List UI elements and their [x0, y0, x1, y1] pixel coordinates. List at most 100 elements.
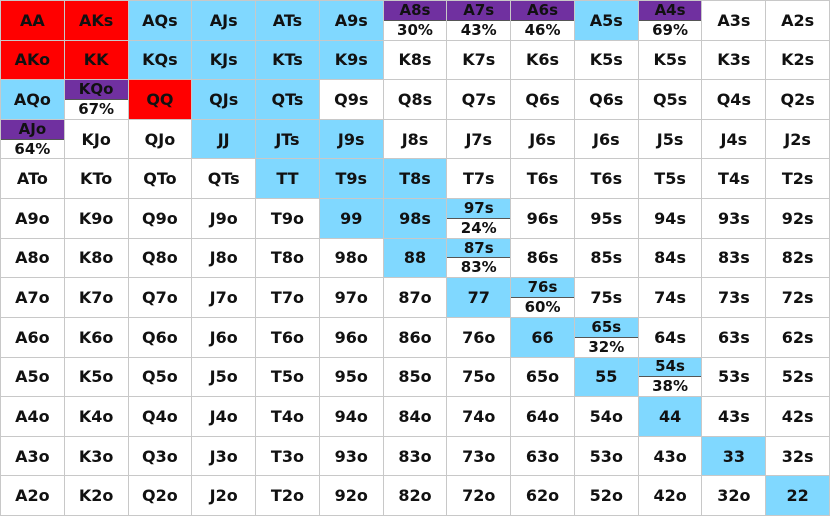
hand-cell: 74s	[637, 277, 702, 317]
hand-cell: 73s	[701, 277, 766, 317]
hand-label: ATs	[272, 10, 303, 30]
hand-label: 72s	[781, 288, 814, 308]
hand-cell: A7o	[0, 277, 64, 317]
hand-label: Q4o	[142, 406, 178, 426]
hand-label: 54o	[589, 406, 623, 426]
hand-label: K8o	[78, 248, 114, 268]
hand-cell: J5s	[637, 118, 702, 159]
hand-label: 84s	[654, 248, 686, 268]
hand-label: KK	[83, 50, 109, 70]
hand-label: 73s	[717, 288, 750, 308]
hand-label: 64o	[525, 406, 560, 426]
hand-label: T7s	[462, 169, 495, 189]
hand-cell: KJo	[63, 118, 128, 159]
hand-label: K4o	[78, 406, 114, 426]
hand-label: T2o	[270, 486, 304, 506]
hand-label: 65o	[525, 367, 560, 387]
hand-label: A5s	[589, 10, 623, 30]
hand-cell: 86o	[382, 316, 447, 357]
hand-label: AJs	[209, 10, 238, 30]
hand-label: 32o	[717, 486, 751, 506]
hand-cell: 92s	[765, 198, 829, 238]
hand-cell: 77	[446, 277, 511, 317]
hand-cell: T4s	[701, 158, 766, 199]
hand-cell: J7o	[191, 277, 256, 317]
hand-label: 62s	[781, 327, 814, 347]
hand-cell: 63o	[510, 435, 574, 476]
hand-label: 33	[722, 446, 745, 466]
hand-label: AKo	[14, 50, 51, 70]
hand-label: T9o	[270, 208, 304, 228]
hand-cell: A9s	[318, 0, 383, 40]
hand-cell: T9s	[318, 158, 383, 199]
hand-cell: AKs	[63, 0, 128, 40]
hand-label: J2o	[209, 486, 238, 506]
hand-label: Q5o	[142, 367, 178, 387]
hand-cell: Q4o	[127, 396, 192, 436]
hand-cell: J6s	[510, 118, 574, 159]
hand-label: J6s	[593, 129, 620, 149]
hand-label: K5s	[589, 50, 623, 70]
hand-cell: 53o	[573, 435, 638, 476]
hand-cell: 43o	[637, 435, 702, 476]
hand-cell: K5o	[63, 356, 128, 397]
hand-cell: Q2o	[127, 475, 192, 515]
hand-label: 97s	[447, 199, 511, 218]
hand-cell: K6o	[63, 316, 128, 357]
hand-label: 53s	[717, 367, 750, 387]
hand-cell: J2o	[191, 475, 256, 515]
hand-label: J6s	[529, 129, 556, 149]
hand-cell: T3o	[255, 435, 319, 476]
hand-cell: A6o	[0, 316, 64, 357]
hand-cell: 64o	[510, 396, 574, 436]
hand-frequency: 32%	[574, 336, 638, 357]
hand-cell: Q6s	[573, 79, 638, 119]
hand-label: ATo	[16, 169, 48, 189]
hand-cell: 96o	[318, 316, 383, 357]
hand-label: JJ	[217, 129, 230, 149]
hand-cell: K2o	[63, 475, 128, 515]
hand-cell: T6o	[255, 316, 319, 357]
hand-cell: T7s	[446, 158, 511, 199]
hand-cell: 92o	[318, 475, 383, 515]
hand-label: AA	[20, 10, 45, 30]
hand-cell: A2s	[765, 0, 829, 40]
hand-cell: K9o	[63, 198, 128, 238]
hand-cell: 98s	[382, 198, 447, 238]
hand-frequency: 69%	[638, 19, 702, 40]
hand-label: T5s	[654, 169, 686, 189]
hand-cell: J8o	[191, 237, 256, 278]
hand-label: T9s	[335, 169, 368, 189]
hand-label: A8o	[15, 248, 50, 268]
hand-label: 94s	[654, 208, 686, 228]
hand-label: Q2s	[780, 90, 815, 110]
hand-label: 87o	[398, 288, 432, 308]
hand-cell: KK	[63, 39, 128, 80]
hand-cell: 94s	[637, 198, 702, 238]
hand-label: K2s	[781, 50, 815, 70]
hand-cell: QTo	[127, 158, 192, 199]
hand-frequency: 60%	[511, 297, 574, 317]
hand-label: AQo	[13, 90, 51, 110]
hand-cell: 94o	[318, 396, 383, 436]
hand-cell: A4o	[0, 396, 64, 436]
hand-label: Q6s	[589, 90, 624, 110]
hand-label: AQs	[142, 10, 178, 30]
hand-label: KJs	[209, 50, 238, 70]
hand-cell: 22	[765, 475, 829, 515]
hand-cell: T7o	[255, 277, 319, 317]
hand-label: 93s	[717, 208, 750, 228]
hand-cell: KQs	[127, 39, 192, 80]
hand-cell: K3s	[701, 39, 766, 80]
hand-label: KQo	[64, 80, 128, 100]
hand-cell: 64s	[637, 316, 702, 357]
hand-cell: A3o	[0, 435, 64, 476]
hand-label: 92o	[334, 486, 368, 506]
hand-label: 73o	[462, 446, 496, 466]
hand-label: T5o	[270, 367, 304, 387]
hand-cell: 97o	[318, 277, 383, 317]
hand-label: KQs	[142, 50, 178, 70]
hand-cell: 87o	[382, 277, 447, 317]
hand-cell: QQ	[127, 79, 192, 119]
hand-label: T4o	[270, 406, 304, 426]
